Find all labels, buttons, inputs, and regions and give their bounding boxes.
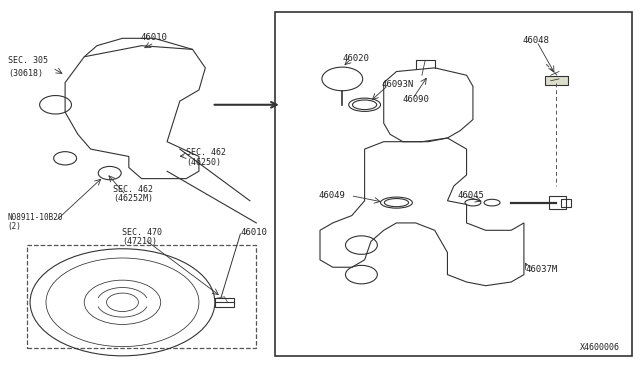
Text: 46045: 46045 [457, 191, 484, 200]
Text: (30618): (30618) [8, 69, 43, 78]
Text: (2): (2) [8, 222, 22, 231]
Text: 46020: 46020 [342, 54, 369, 63]
Text: 46037M: 46037M [525, 264, 557, 273]
Text: 46049: 46049 [319, 191, 346, 200]
Text: SEC. 470: SEC. 470 [122, 228, 163, 237]
Text: 46090: 46090 [403, 95, 429, 104]
Text: 46048: 46048 [523, 36, 550, 45]
Text: 46010: 46010 [141, 33, 168, 42]
Text: 46010: 46010 [241, 228, 268, 237]
Text: SEC. 462: SEC. 462 [113, 185, 153, 194]
Text: N08911-10B20: N08911-10B20 [8, 213, 63, 222]
Text: (46250): (46250) [186, 157, 221, 167]
FancyBboxPatch shape [545, 76, 568, 85]
Text: SEC. 305: SEC. 305 [8, 56, 48, 65]
Text: X4600006: X4600006 [579, 343, 620, 352]
Text: (47210): (47210) [122, 237, 157, 246]
Text: SEC. 462: SEC. 462 [186, 148, 226, 157]
Text: 46093N: 46093N [381, 80, 413, 89]
Text: (46252M): (46252M) [113, 195, 153, 203]
